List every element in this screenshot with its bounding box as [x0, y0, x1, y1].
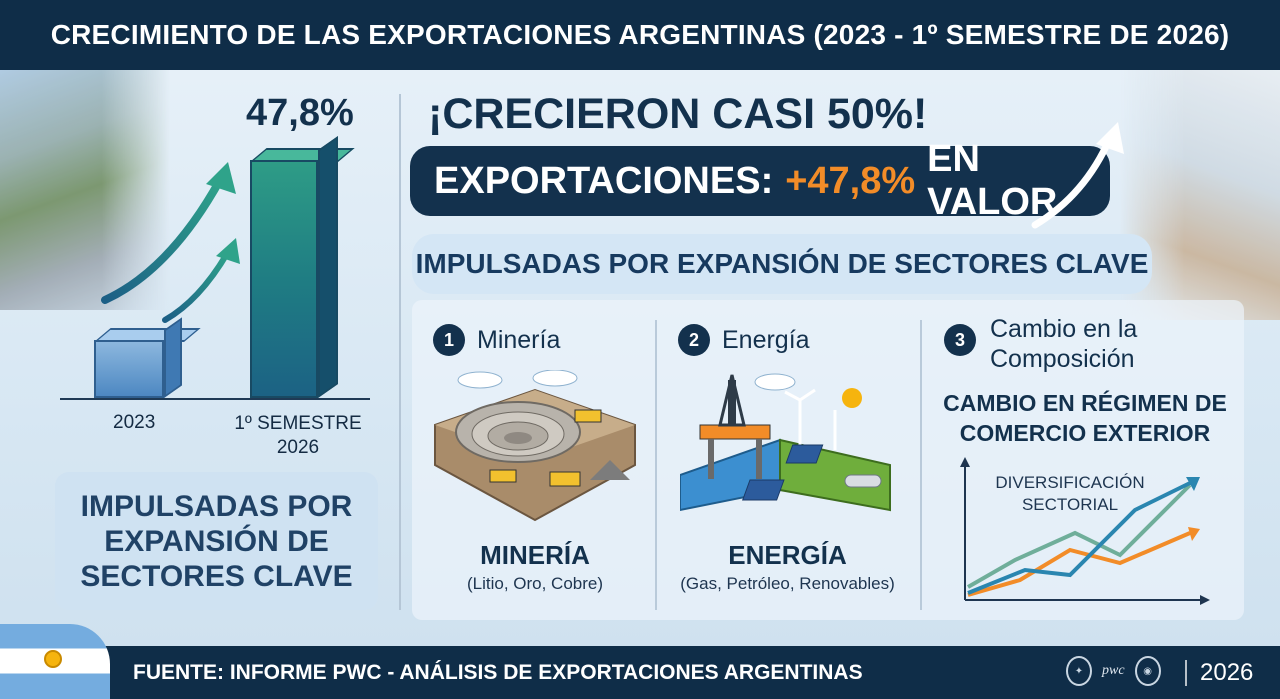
energy-icon — [680, 373, 891, 512]
sector-2-number: 2 — [678, 324, 710, 356]
growth-arrows-icon — [101, 162, 240, 323]
exports-value: +47,8% — [785, 159, 916, 202]
pwc-logo: pwc — [1102, 663, 1125, 678]
column-divider-2 — [920, 320, 922, 610]
sun-of-may-icon — [44, 650, 62, 668]
mining-pit-icon — [434, 370, 636, 522]
bar-label-2026: 1º SEMESTRE 2026 — [234, 413, 362, 458]
footer-separator — [1185, 660, 1187, 686]
sector-3-name: CAMBIO EN RÉGIMEN DE COMERCIO EXTERIOR — [943, 390, 1227, 446]
sector-2-name: ENERGÍA — [728, 540, 847, 570]
bar-2026-side — [318, 135, 338, 398]
growth-value-label: 47,8% — [246, 92, 354, 134]
footer-logos: ✦ pwc ◉ — [1066, 656, 1161, 686]
sector-2-title: Energía — [722, 326, 810, 354]
header-banner: CRECIMIENTO DE LAS EXPORTACIONES ARGENTI… — [0, 0, 1280, 70]
bar-label-2023: 2023 — [113, 412, 156, 433]
sector-1-number: 1 — [433, 324, 465, 356]
chart-baseline — [60, 398, 370, 400]
sector-3-sub: DIVERSIFICACIÓN SECTORIAL — [995, 473, 1145, 514]
vertical-divider — [399, 94, 401, 610]
source-text: FUENTE: INFORME PWC - ANÁLISIS DE EXPORT… — [133, 660, 863, 684]
headline: ¡CRECIERON CASI 50%! — [428, 90, 928, 138]
exports-pill: EXPORTACIONES: +47,8% EN VALOR — [410, 138, 1110, 223]
bar-2023 — [94, 340, 164, 398]
institution-seal-icon: ◉ — [1134, 656, 1161, 686]
left-summary-box: IMPULSADAS POR EXPANSIÓN DE SECTORES CLA… — [55, 472, 378, 610]
sectors-banner: IMPULSADAS POR EXPANSIÓN DE SECTORES CLA… — [412, 234, 1152, 294]
sector-3-number: 3 — [944, 324, 976, 356]
left-summary-text: IMPULSADAS POR EXPANSIÓN DE SECTORES CLA… — [80, 489, 353, 593]
sector-3-title: Cambio en la Composición — [990, 315, 1138, 373]
argentina-map-illustration — [0, 70, 170, 310]
diversification-trend-icon — [960, 457, 1210, 605]
sector-1-title: Minería — [477, 326, 561, 354]
column-divider-1 — [655, 320, 657, 610]
sector-2-sub: (Gas, Petróleo, Renovables) — [680, 574, 895, 593]
sector-1-name: MINERÍA — [480, 540, 590, 570]
sector-1-sub: (Litio, Oro, Cobre) — [466, 574, 604, 593]
exports-prefix: EXPORTACIONES: — [434, 159, 774, 202]
page-title: CRECIMIENTO DE LAS EXPORTACIONES ARGENTI… — [50, 19, 1230, 50]
exports-suffix: EN VALOR — [927, 138, 1058, 223]
footer-year: 2026 — [1200, 658, 1254, 686]
bar-2023-side — [164, 317, 182, 398]
up-arrow-icon — [1031, 122, 1124, 229]
bar-2026 — [250, 160, 318, 398]
coat-of-arms-icon: ✦ — [1066, 656, 1092, 686]
